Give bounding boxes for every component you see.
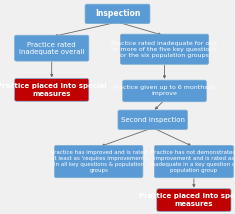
Text: Inspection: Inspection [95, 9, 140, 18]
FancyBboxPatch shape [15, 35, 89, 61]
Text: Practice has improved and is rated
at least as 'requires improvement'
in all key: Practice has improved and is rated at le… [51, 150, 147, 173]
FancyBboxPatch shape [85, 4, 150, 24]
FancyBboxPatch shape [123, 80, 206, 102]
Text: Practice placed into special
measures: Practice placed into special measures [0, 83, 106, 97]
Text: Second inspection: Second inspection [121, 117, 185, 123]
Text: Practice has not demonstrated
improvement and is rated as
inadequate in a key qu: Practice has not demonstrated improvemen… [150, 150, 235, 173]
FancyBboxPatch shape [120, 34, 209, 64]
Text: Practice placed into special
measures: Practice placed into special measures [139, 193, 235, 207]
Text: Practice given up to 6 months to
improve: Practice given up to 6 months to improve [113, 85, 216, 97]
Text: Practice rated inadequate for one
or more of the five key questions
or the six p: Practice rated inadequate for one or mor… [111, 41, 218, 58]
FancyBboxPatch shape [15, 79, 89, 101]
FancyBboxPatch shape [157, 189, 231, 211]
Text: Practice rated
inadequate overall: Practice rated inadequate overall [19, 42, 84, 55]
FancyBboxPatch shape [55, 146, 143, 178]
FancyBboxPatch shape [154, 146, 233, 178]
FancyBboxPatch shape [118, 110, 188, 130]
